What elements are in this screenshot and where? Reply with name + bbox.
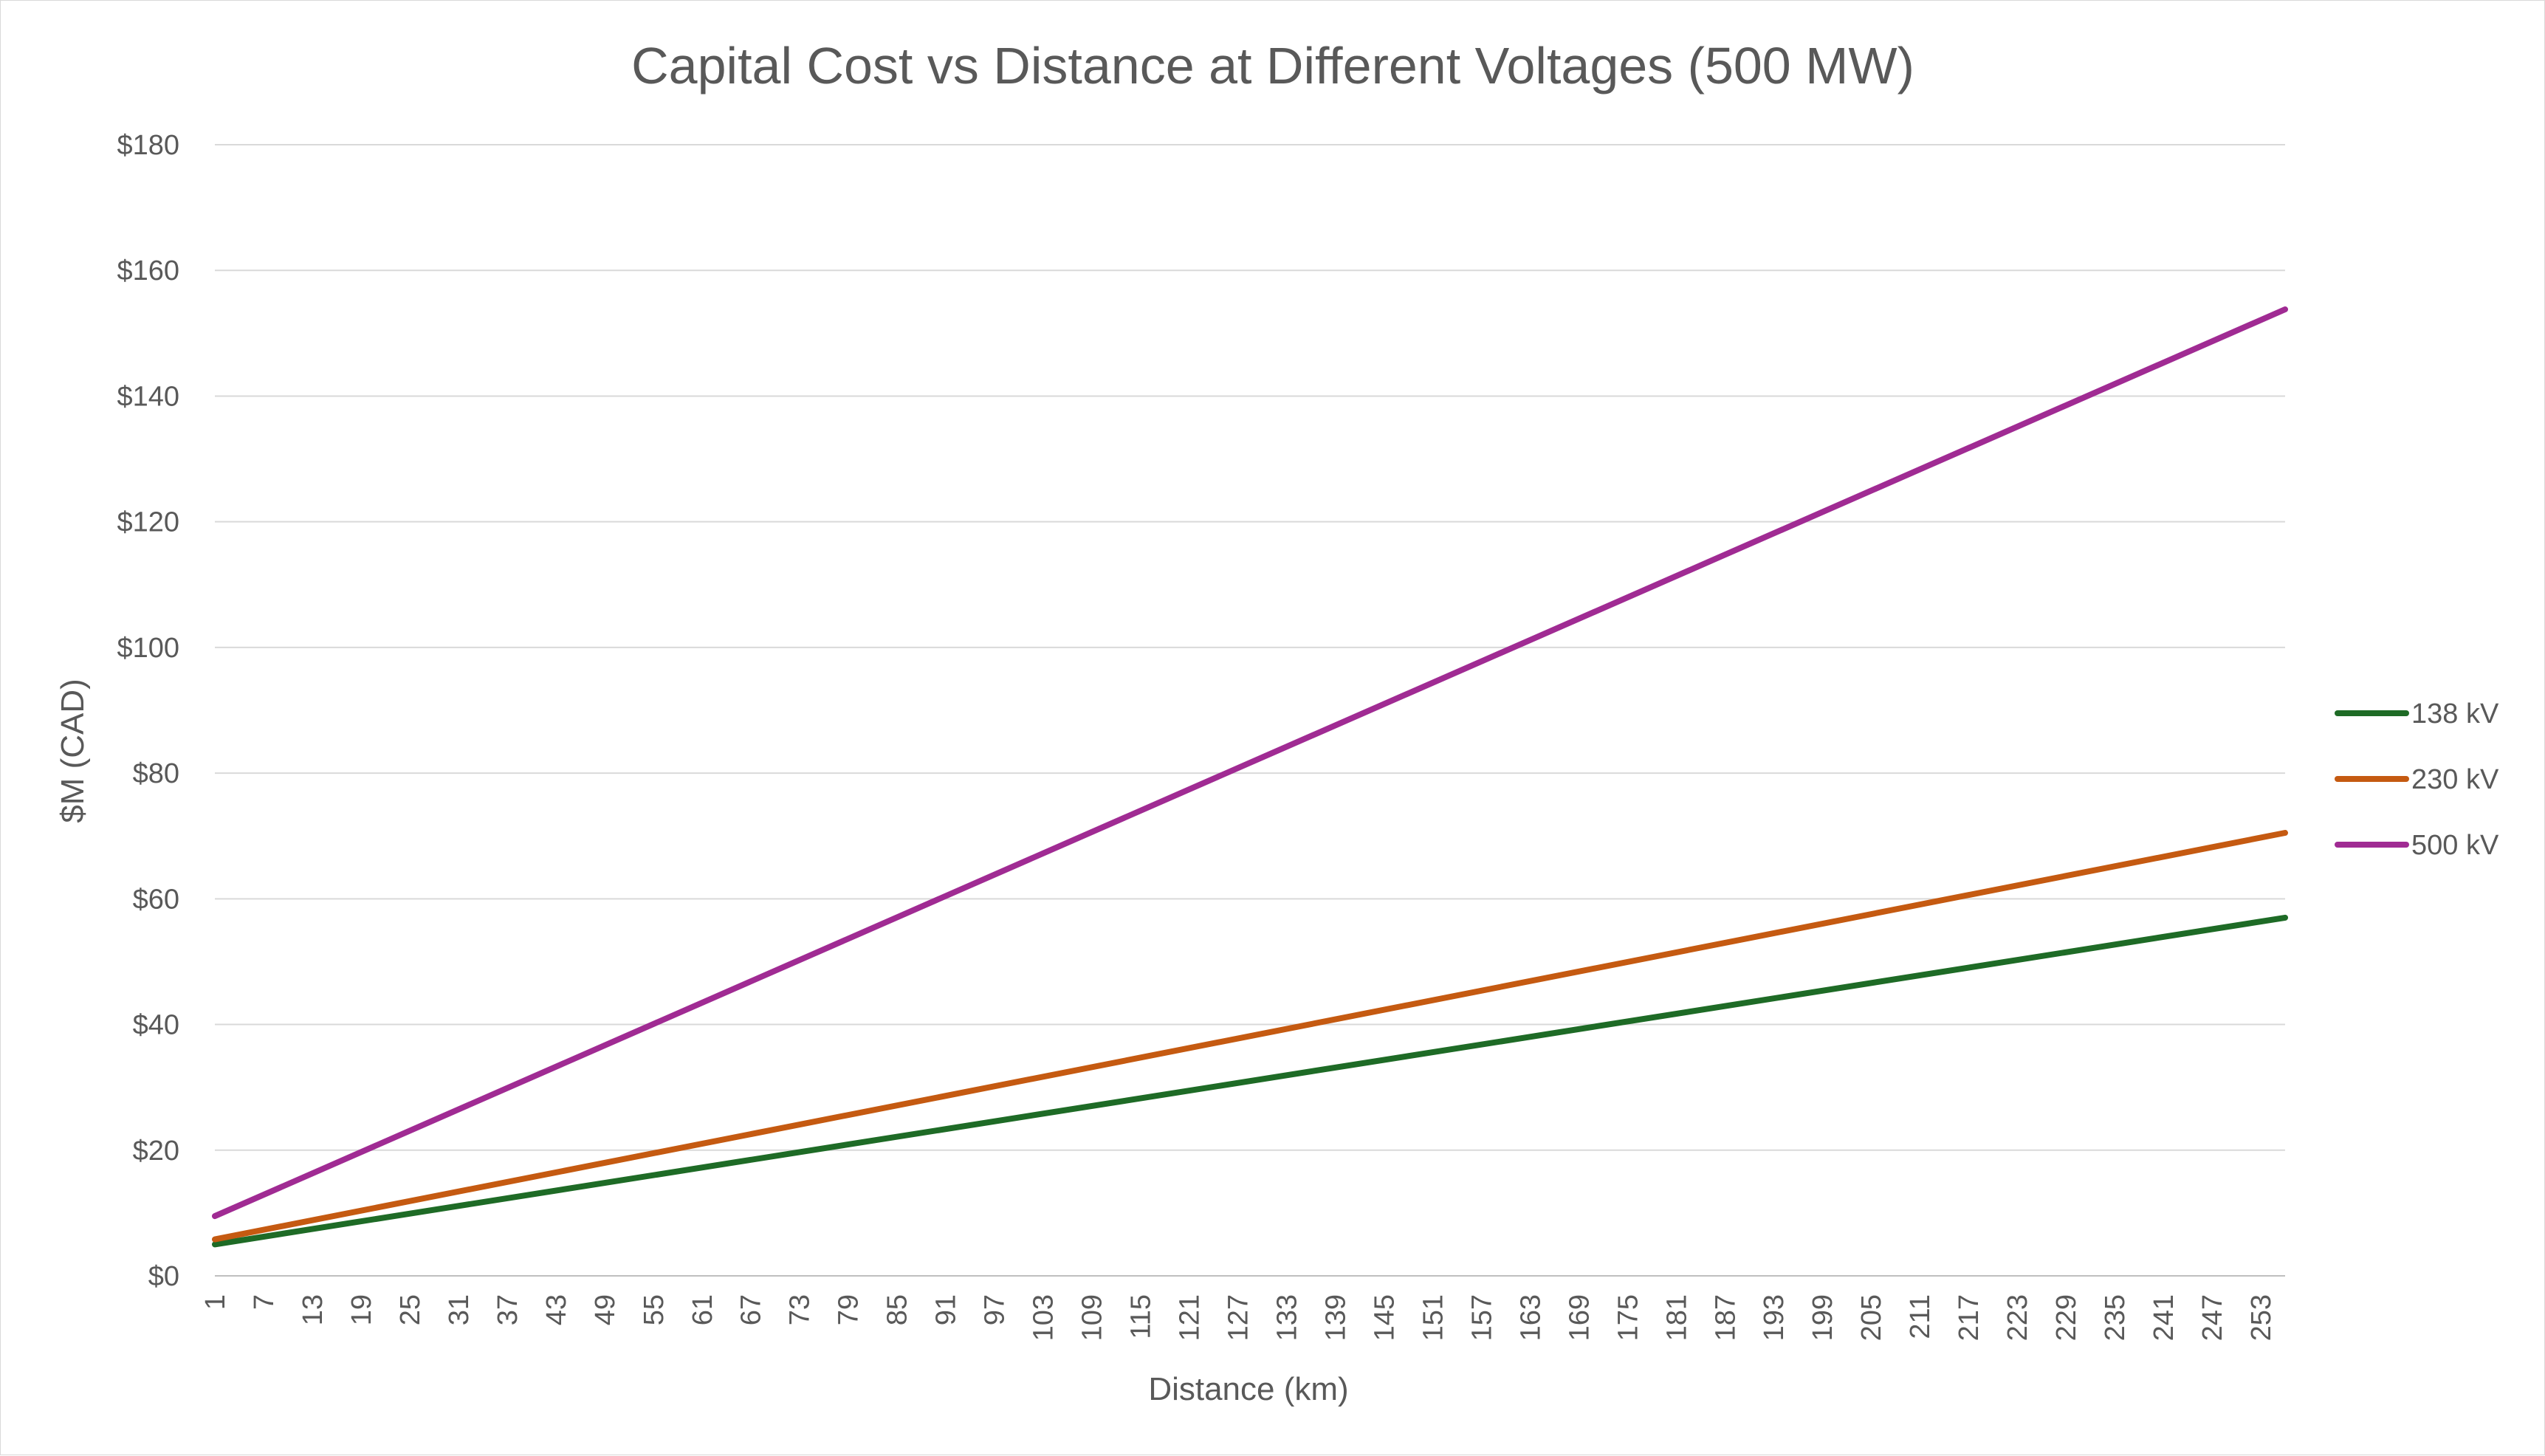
x-tick-label: 7 bbox=[249, 1294, 280, 1310]
x-tick-label: 121 bbox=[1175, 1294, 1206, 1341]
legend-entry: 138 kV bbox=[2411, 698, 2499, 729]
y-axis-title: $M (CAD) bbox=[55, 679, 91, 823]
y-tick-label: $140 bbox=[117, 381, 179, 412]
series-line-138-kv bbox=[212, 914, 2288, 1248]
x-tick-label: 133 bbox=[1271, 1294, 1302, 1341]
x-tick-label: 211 bbox=[1905, 1294, 1936, 1339]
x-tick-label: 229 bbox=[2051, 1294, 2082, 1341]
x-tick-label: 217 bbox=[1954, 1294, 1985, 1341]
y-tick-label: $60 bbox=[133, 884, 179, 915]
x-tick-label: 49 bbox=[590, 1294, 621, 1325]
x-tick-label: 175 bbox=[1612, 1294, 1644, 1341]
x-tick-label: 67 bbox=[736, 1294, 767, 1325]
gridlines bbox=[215, 144, 2285, 1277]
x-tick-label: 247 bbox=[2197, 1294, 2228, 1341]
x-tick-label: 13 bbox=[298, 1294, 329, 1325]
x-tick-label: 157 bbox=[1466, 1294, 1497, 1341]
x-tick-label: 115 bbox=[1126, 1294, 1157, 1339]
x-tick-label: 241 bbox=[2149, 1294, 2180, 1341]
y-tick-label: $20 bbox=[133, 1136, 179, 1167]
series-line-230-kv bbox=[212, 830, 2288, 1243]
x-tick-label: 61 bbox=[687, 1294, 718, 1325]
chart-title: Capital Cost vs Distance at Different Vo… bbox=[631, 37, 1914, 95]
x-tick-label: 37 bbox=[492, 1294, 523, 1325]
x-tick-label: 169 bbox=[1564, 1294, 1595, 1341]
x-tick-label: 55 bbox=[639, 1294, 670, 1325]
x-tick-label: 205 bbox=[1856, 1294, 1887, 1341]
x-tick-label: 73 bbox=[785, 1294, 816, 1325]
y-tick-label: $120 bbox=[117, 507, 179, 538]
x-tick-label: 223 bbox=[2002, 1294, 2033, 1341]
x-axis-title: Distance (km) bbox=[1148, 1371, 1348, 1407]
x-tick-label: 25 bbox=[395, 1294, 426, 1325]
legend-entry: 500 kV bbox=[2411, 830, 2499, 861]
x-tick-label: 79 bbox=[834, 1294, 865, 1325]
y-tick-label: $180 bbox=[117, 130, 179, 161]
x-tick-label: 193 bbox=[1759, 1294, 1790, 1341]
series-line-500-kv bbox=[212, 306, 2288, 1220]
y-tick-label: $160 bbox=[117, 255, 179, 286]
x-tick-label: 19 bbox=[346, 1294, 377, 1325]
x-tick-label: 235 bbox=[2100, 1294, 2131, 1341]
y-tick-label: $100 bbox=[117, 633, 179, 664]
y-tick-label: $80 bbox=[133, 758, 179, 789]
legend: 138 kV 230 kV 500 kV bbox=[2335, 698, 2499, 861]
x-axis-tick-labels: 1 7 13 19 25 31 37 43 49 55 61 67 73 79 85 91 97 103 109 11… bbox=[200, 1294, 2277, 1341]
y-tick-label: $40 bbox=[133, 1010, 179, 1041]
x-tick-label: 43 bbox=[541, 1294, 572, 1325]
y-tick-label: $0 bbox=[148, 1261, 179, 1292]
x-tick-label: 31 bbox=[444, 1294, 475, 1325]
x-tick-label: 1 bbox=[200, 1294, 231, 1310]
x-tick-label: 151 bbox=[1418, 1294, 1449, 1341]
x-tick-label: 109 bbox=[1077, 1294, 1108, 1341]
x-tick-label: 91 bbox=[931, 1294, 962, 1325]
x-tick-label: 97 bbox=[980, 1294, 1011, 1325]
x-tick-label: 85 bbox=[882, 1294, 913, 1325]
x-tick-label: 163 bbox=[1515, 1294, 1546, 1341]
x-tick-label: 187 bbox=[1710, 1294, 1741, 1341]
x-tick-label: 145 bbox=[1369, 1294, 1400, 1341]
x-tick-label: 199 bbox=[1807, 1294, 1838, 1341]
series-lines bbox=[212, 306, 2288, 1248]
legend-entry: 230 kV bbox=[2411, 764, 2499, 795]
x-tick-label: 103 bbox=[1028, 1294, 1059, 1341]
x-tick-label: 127 bbox=[1223, 1294, 1254, 1341]
x-tick-label: 253 bbox=[2246, 1294, 2277, 1341]
y-axis-tick-labels: $0 $20 $40 $60 $80 $100 $120 $140 $160 $180 bbox=[117, 130, 179, 1292]
x-tick-label: 139 bbox=[1320, 1294, 1351, 1341]
x-tick-label: 181 bbox=[1661, 1294, 1692, 1341]
